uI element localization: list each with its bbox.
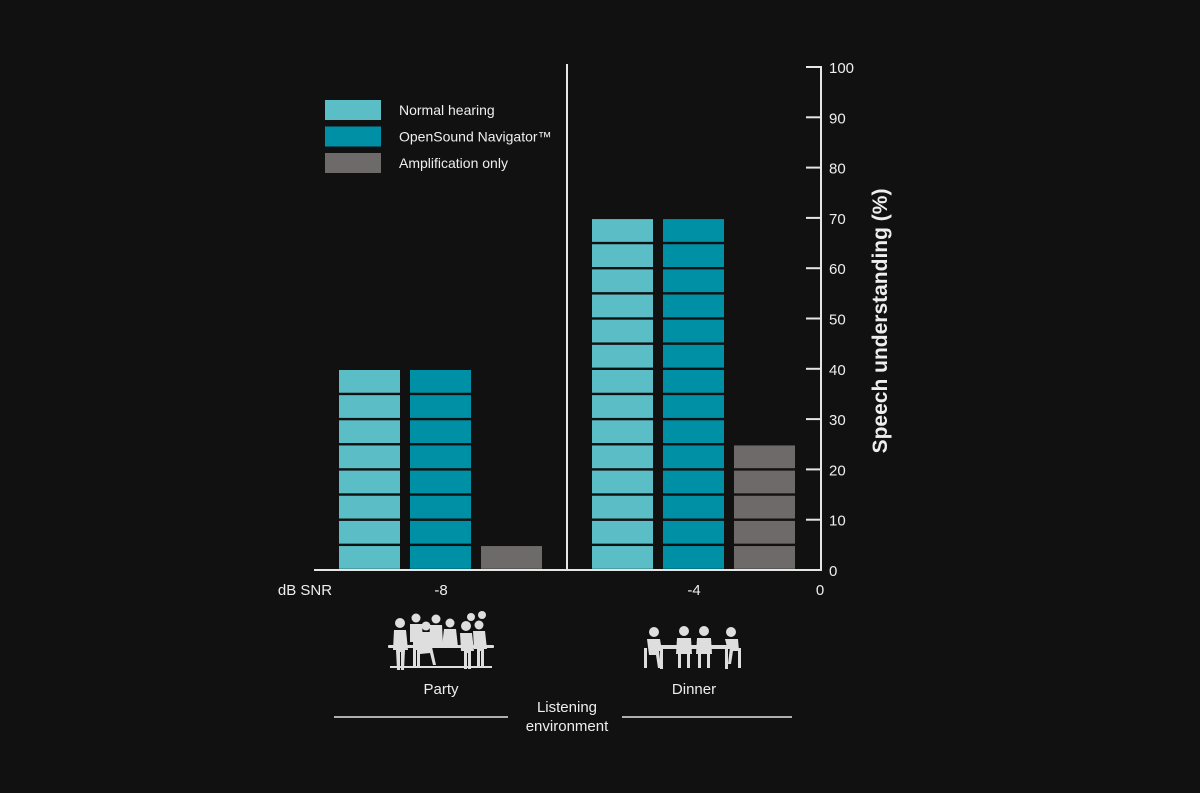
bar (592, 219, 653, 569)
bar-segment (410, 395, 471, 418)
x-tick-label: -8 (434, 582, 447, 599)
legend: Normal hearing OpenSound Navigator™ Amplif… (325, 100, 552, 173)
bar-segment (663, 370, 724, 393)
bar-segment (663, 244, 724, 267)
bar-segment (592, 269, 653, 293)
environment-label-dinner: Dinner (672, 681, 716, 698)
y-tick-label: 70 (829, 211, 846, 228)
legend-swatch (325, 126, 381, 147)
bar-segment (410, 470, 471, 494)
bars-layer (339, 219, 795, 569)
x-axis-label: dB SNR (278, 582, 332, 599)
bar-segment (663, 344, 724, 368)
bar-segment (663, 520, 724, 544)
bar-segment (592, 219, 653, 242)
bar-segment (734, 520, 795, 544)
y-tick-label: 80 (829, 161, 846, 178)
bar-segment (592, 546, 653, 569)
bar-segment (663, 395, 724, 418)
bar-segment (339, 495, 400, 519)
legend-item: Normal hearing (325, 100, 495, 120)
axes-layer (314, 64, 822, 571)
legend-item: Amplification only (325, 153, 508, 173)
bar-segment (339, 420, 400, 444)
bar (410, 370, 471, 569)
y-tick-label: 40 (829, 362, 846, 379)
bar-segment (663, 420, 724, 444)
legend-label: Normal hearing (399, 102, 495, 118)
bar-segment (339, 445, 400, 469)
x-tick-label-origin: 0 (816, 582, 824, 599)
bar-segment (592, 470, 653, 494)
bar-segment (592, 244, 653, 267)
bar-segment (663, 294, 724, 318)
bar-segment (481, 546, 542, 569)
bar-segment (592, 495, 653, 519)
y-tick-label: 60 (829, 261, 846, 278)
bar-segment (339, 395, 400, 418)
bar (734, 445, 795, 569)
bar-segment (734, 546, 795, 569)
bar-segment (339, 546, 400, 569)
bar-segment (663, 219, 724, 242)
legend-swatch (325, 100, 381, 120)
bar (481, 546, 542, 569)
legend-label: Amplification only (399, 155, 508, 171)
bar-segment (410, 520, 471, 544)
y-tick-label: 90 (829, 110, 846, 127)
environment-axis-label-line1: Listening (537, 699, 597, 716)
bar-segment (663, 319, 724, 343)
bar-segment (410, 445, 471, 469)
bar-segment (339, 370, 400, 393)
environment-label-party: Party (423, 681, 459, 698)
y-tick-label: 20 (829, 462, 846, 479)
y-tick-label: 10 (829, 513, 846, 530)
bar-segment (734, 495, 795, 519)
bar-segment (663, 495, 724, 519)
bar-segment (592, 370, 653, 393)
bar-segment (663, 470, 724, 494)
bar-segment (592, 319, 653, 343)
bar-segment (734, 445, 795, 469)
bar-segment (592, 395, 653, 418)
y-tick-label: 0 (829, 563, 837, 580)
bar-segment (592, 294, 653, 318)
legend-item: OpenSound Navigator™ (325, 126, 552, 147)
bar-segment (663, 546, 724, 569)
y-ticks-layer: 0 10 20 30 40 50 60 70 80 90 100 (806, 60, 854, 580)
environment-axis-label-line2: environment (526, 718, 609, 735)
bar-segment (663, 269, 724, 293)
bar-segment (592, 520, 653, 544)
bar-segment (734, 470, 795, 494)
bar-segment (410, 420, 471, 444)
y-axis-title: Speech understanding (%) (869, 189, 892, 454)
y-tick-label: 30 (829, 412, 846, 429)
bar-segment (592, 420, 653, 444)
x-tick-label: -4 (687, 582, 700, 599)
bar-segment (410, 370, 471, 393)
bar (339, 370, 400, 569)
x-ticks-layer: -8 -4 0 (434, 582, 824, 599)
bar-segment (410, 495, 471, 519)
bar-segment (663, 445, 724, 469)
bar-segment (339, 520, 400, 544)
legend-label: OpenSound Navigator™ (399, 129, 552, 145)
bar (663, 219, 724, 569)
dinner-table-icon (644, 626, 741, 669)
y-tick-label: 100 (829, 60, 854, 77)
bar-segment (410, 546, 471, 569)
bar-segment (592, 445, 653, 469)
y-tick-label: 50 (829, 312, 846, 329)
bar-segment (592, 344, 653, 368)
party-people-icon (388, 611, 494, 670)
bar-segment (339, 470, 400, 494)
legend-swatch (325, 153, 381, 173)
